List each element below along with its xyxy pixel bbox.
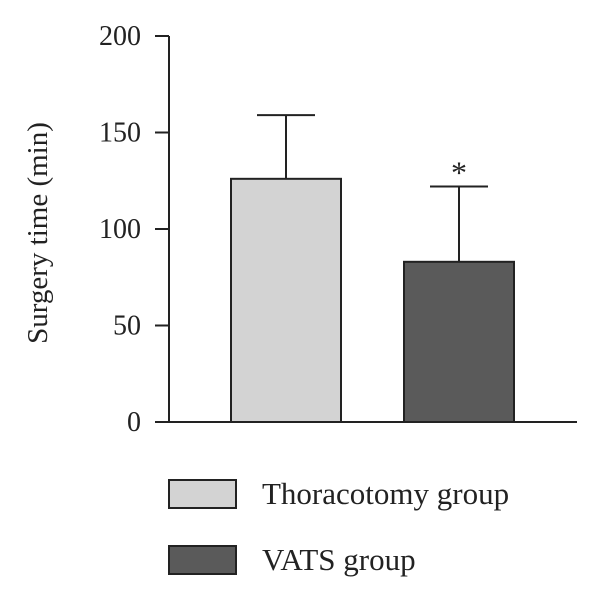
bar-thoracotomy-group [230,177,342,423]
y-tick-label-3: 150 [99,118,141,149]
y-tick-label-0: 0 [127,407,141,438]
bars: * [230,114,515,423]
axes: Surgery time (min) 0 50 100 150 200 [22,21,577,438]
y-tick-label-4: 200 [99,21,141,52]
legend-label-thoracotomy-group: Thoracotomy group [262,476,509,511]
legend-swatch-thoracotomy-group [168,479,237,509]
legend-label-vats-group: VATS group [262,542,416,577]
significance-marker: * [451,155,467,191]
legend: Thoracotomy group VATS group [168,476,509,577]
legend-swatch-vats-group [168,545,237,575]
y-tick-label-1: 50 [113,311,141,342]
bar-vats-group [403,260,515,423]
y-axis-title: Surgery time (min) [22,122,54,344]
y-tick-label-2: 100 [99,214,141,245]
